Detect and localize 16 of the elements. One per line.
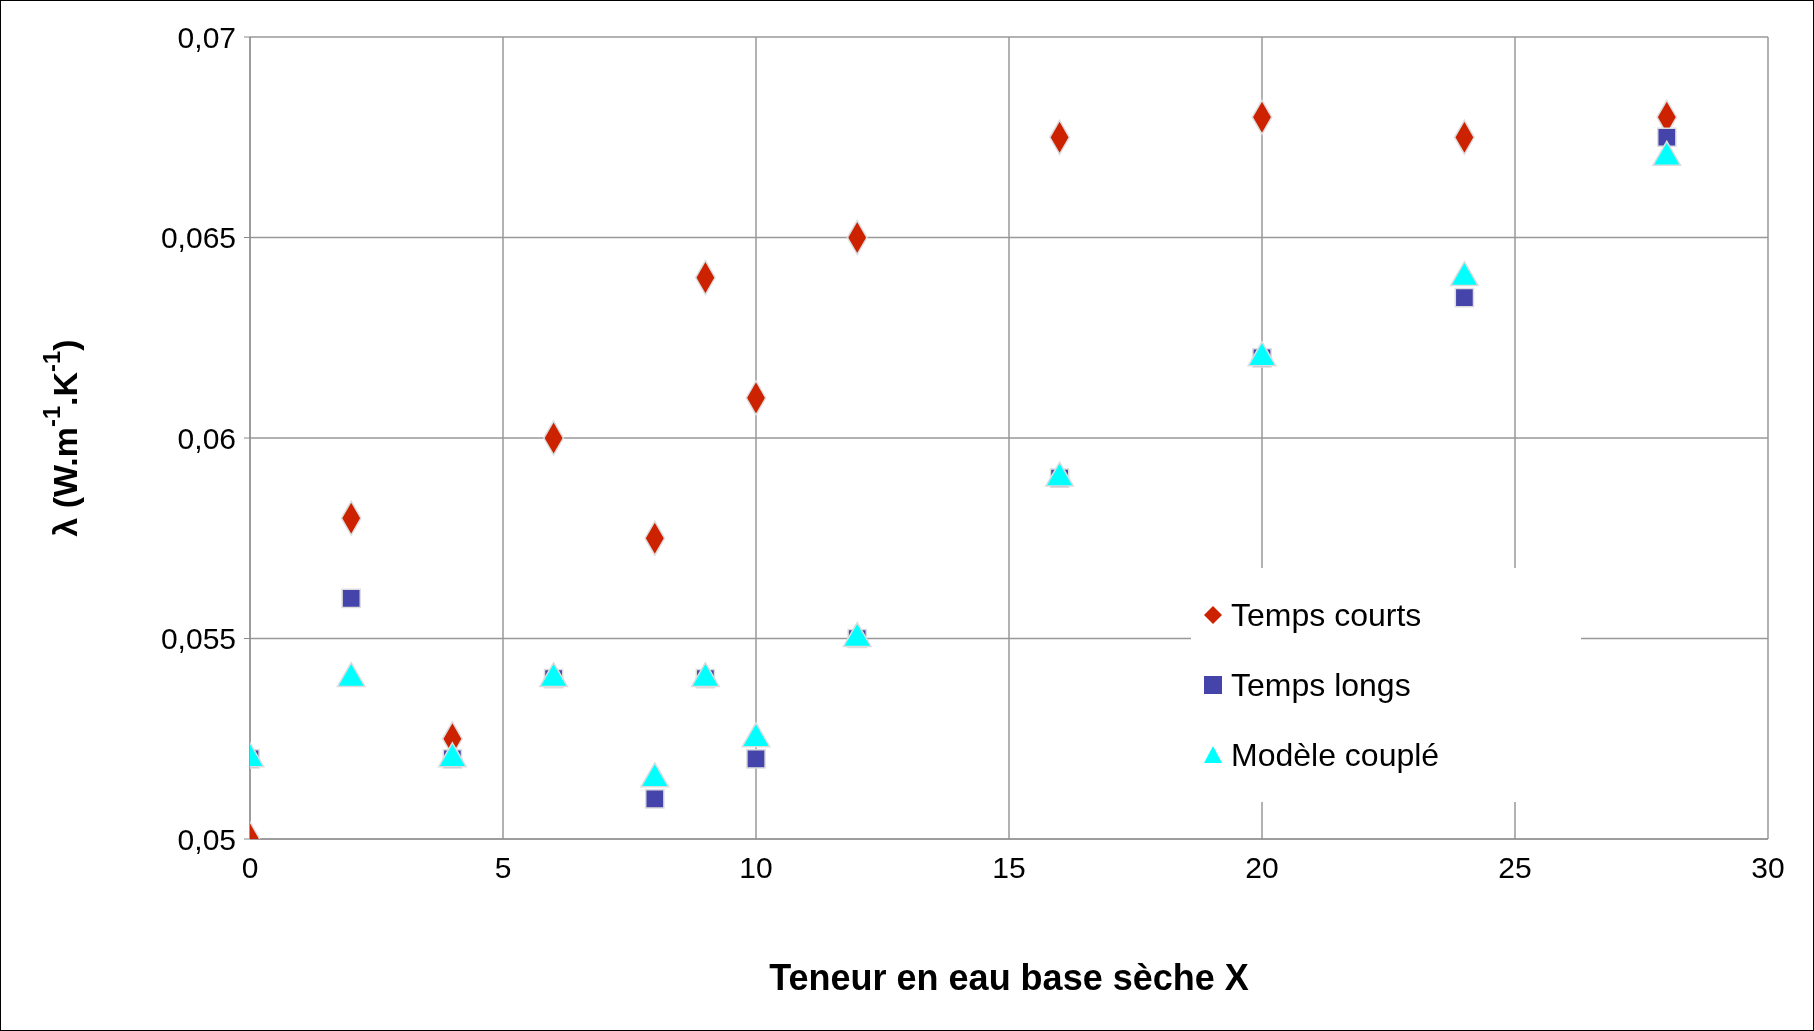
y-tick-label: 0,065 (160, 221, 236, 255)
x-axis-title: Teneur en eau base sèche X (769, 957, 1249, 998)
x-tick-label: 30 (1751, 851, 1785, 885)
x-tick-label: 5 (494, 851, 512, 885)
x-tick-label: 0 (241, 851, 259, 885)
x-tick-label: 25 (1498, 851, 1532, 885)
x-tick-label: 15 (992, 851, 1026, 885)
y-tick-label: 0,07 (177, 20, 236, 54)
y-tick-label: 0,06 (177, 421, 236, 455)
legend-label: Temps courts (1231, 596, 1422, 635)
legend-label: Modèle couplé (1231, 736, 1440, 775)
x-tick-label: 20 (1245, 851, 1279, 885)
legend-label: Temps longs (1231, 666, 1411, 705)
y-tick-label: 0,055 (160, 622, 236, 656)
y-tick-label: 0,05 (177, 822, 236, 856)
x-tick-label: 10 (739, 851, 773, 885)
